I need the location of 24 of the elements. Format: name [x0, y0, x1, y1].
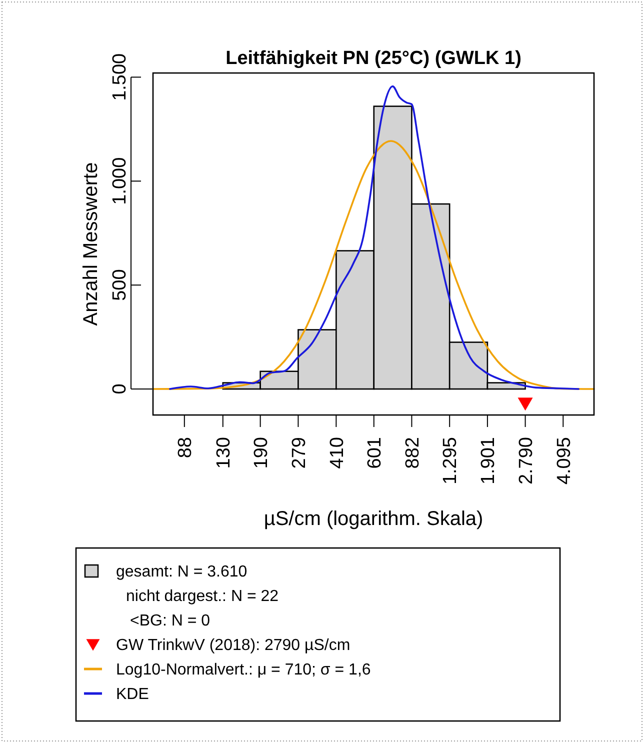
- x-tick-label: 88: [175, 437, 196, 458]
- x-tick-label: 279: [288, 437, 310, 469]
- legend-label: Log10-Normalvert.: μ = 710; σ = 1,6: [116, 662, 371, 679]
- text: nicht dargest.: N = 22: [126, 588, 279, 606]
- text: <BG: N = 0: [130, 612, 210, 630]
- x-tick-label: 2.790: [516, 437, 537, 485]
- x-axis-title: µS/cm (logarithm. Skala): [264, 508, 484, 530]
- legend-label: GW TrinkwV (2018): 2790 µS/cm: [116, 637, 350, 654]
- y-tick-label: 1.500: [110, 53, 131, 101]
- chart-title: Leitfähigkeit PN (25°C) (GWLK 1): [226, 48, 522, 69]
- y-axis-title: Anzahl Messwerte: [80, 162, 102, 326]
- x-tick-label: 601: [364, 437, 386, 469]
- legend-label: gesamt: N = 3.610: [116, 564, 248, 581]
- y-tick-label: 1.000: [110, 157, 131, 205]
- x-tick-label: 1.901: [478, 437, 500, 485]
- y-tick-label: 500: [110, 269, 131, 301]
- y-tick-label: 0: [110, 384, 131, 394]
- x-tick-label: 410: [326, 437, 348, 469]
- legend-label: KDE: [116, 686, 149, 704]
- x-tick-label: 882: [402, 437, 424, 469]
- x-tick-label: 4.095: [554, 437, 575, 485]
- x-tick-label: 190: [250, 437, 272, 469]
- x-tick-label: 130: [214, 437, 235, 469]
- x-tick-label: 1.295: [440, 437, 462, 485]
